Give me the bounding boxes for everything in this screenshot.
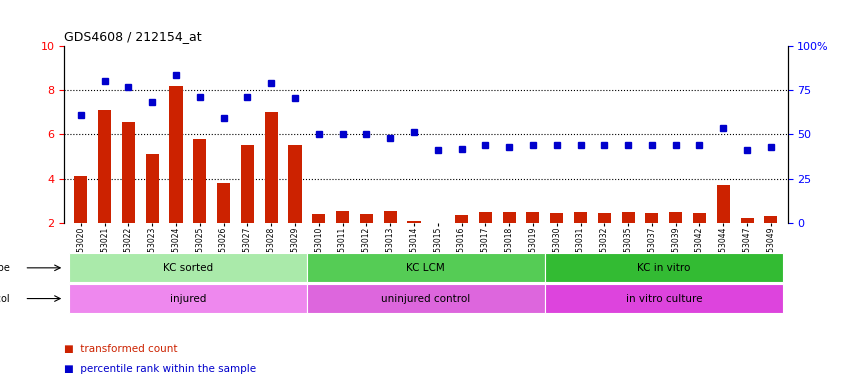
Text: GDS4608 / 212154_at: GDS4608 / 212154_at	[64, 30, 202, 43]
Bar	[383, 210, 396, 223]
Text: ■  transformed count: ■ transformed count	[64, 344, 178, 354]
Bar	[574, 212, 587, 223]
Bar	[169, 86, 182, 223]
Bar	[407, 220, 420, 223]
Bar	[597, 213, 611, 223]
Bar	[669, 212, 682, 223]
Bar	[312, 214, 325, 223]
Text: uninjured control: uninjured control	[381, 293, 471, 304]
Bar	[265, 112, 277, 223]
Bar	[550, 213, 563, 223]
Bar	[740, 218, 753, 223]
Bar	[69, 284, 307, 313]
Bar	[122, 122, 135, 223]
Bar	[645, 213, 658, 223]
Bar	[716, 185, 730, 223]
Bar	[241, 146, 254, 223]
Text: injured: injured	[169, 293, 206, 304]
Bar	[307, 253, 544, 282]
Bar	[307, 284, 544, 313]
Bar	[360, 214, 373, 223]
Bar	[502, 212, 515, 223]
Bar	[336, 210, 349, 223]
Text: KC in vitro: KC in vitro	[637, 263, 691, 273]
Bar	[544, 253, 782, 282]
Bar	[74, 176, 87, 223]
Text: ■  percentile rank within the sample: ■ percentile rank within the sample	[64, 364, 256, 374]
Bar	[69, 253, 307, 282]
Bar	[193, 139, 206, 223]
Bar	[479, 212, 492, 223]
Bar	[146, 154, 158, 223]
Bar	[98, 110, 111, 223]
Text: protocol: protocol	[0, 293, 10, 304]
Bar	[621, 212, 634, 223]
Bar	[693, 213, 706, 223]
Text: cell type: cell type	[0, 263, 10, 273]
Bar	[526, 212, 539, 223]
Bar	[288, 146, 301, 223]
Text: KC LCM: KC LCM	[407, 263, 445, 273]
Bar	[544, 284, 782, 313]
Text: in vitro culture: in vitro culture	[626, 293, 702, 304]
Bar	[217, 183, 230, 223]
Bar	[764, 216, 777, 223]
Text: KC sorted: KC sorted	[163, 263, 213, 273]
Bar	[455, 215, 468, 223]
